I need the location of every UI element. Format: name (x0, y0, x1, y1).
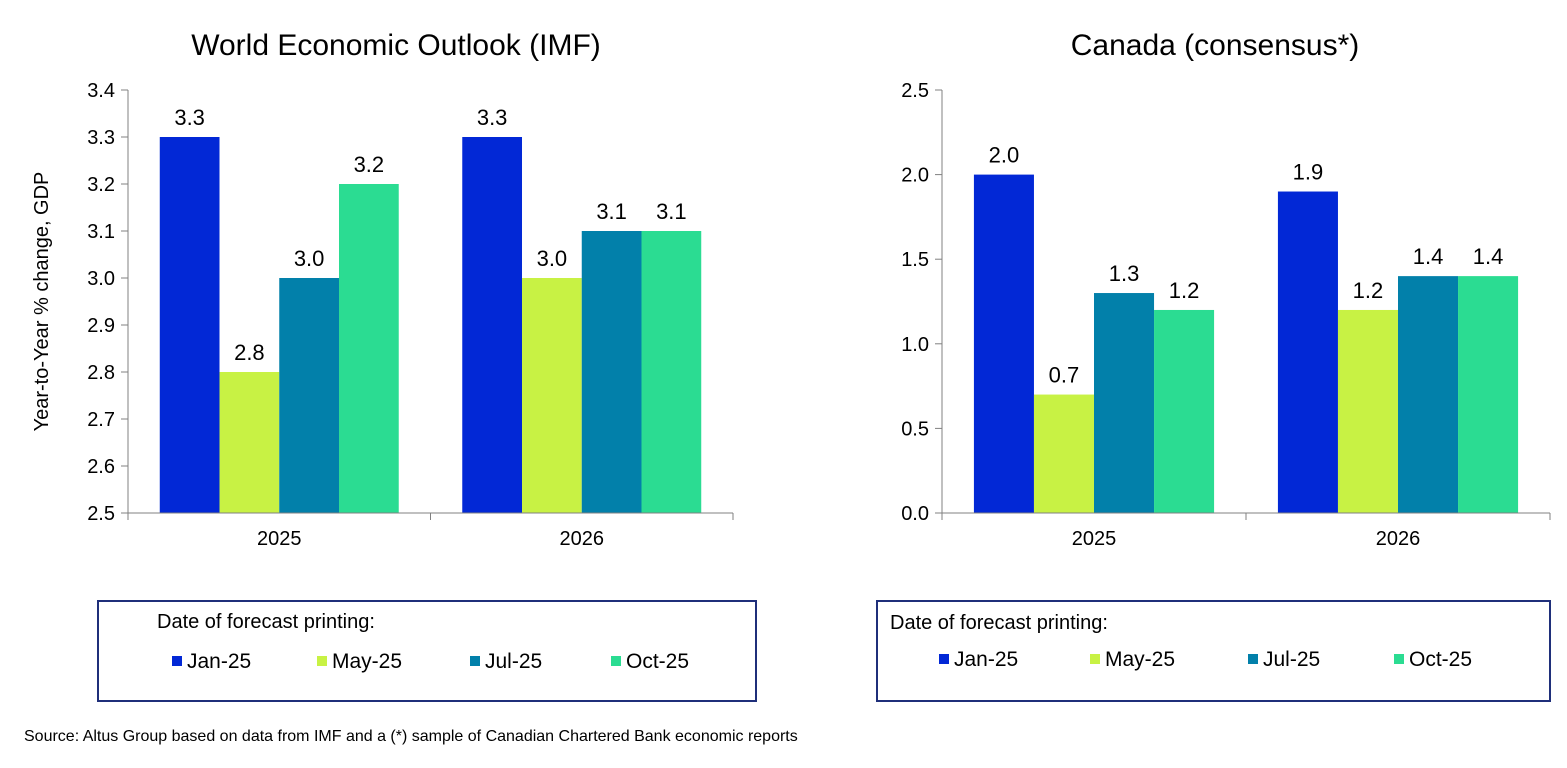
y-axis-label: Year-to-Year % change, GDP (31, 172, 53, 432)
data-label: 3.3 (477, 105, 508, 130)
legend-title: Date of forecast printing: (157, 611, 375, 633)
chart-1: World Economic Outlook (IMF) Year-to-Year… (31, 29, 757, 702)
data-label: 3.1 (656, 199, 687, 224)
y-tick-label: 3.4 (87, 80, 115, 102)
bar-jan-25-2026 (462, 137, 523, 513)
data-label: 3.0 (294, 246, 325, 271)
legend-box (876, 600, 1551, 702)
bar-may-25-2025 (1033, 394, 1094, 513)
y-tick-label: 1.0 (901, 334, 929, 356)
legend: Date of forecast printing: Jan-25 May-25 Ju… (876, 600, 1551, 702)
y-tick-label: 3.2 (87, 174, 115, 196)
legend-label-jul-25: Jul-25 (485, 650, 542, 673)
y-tick-label: 2.5 (87, 503, 115, 525)
bar-oct-25-2025 (1154, 309, 1215, 513)
data-label: 1.4 (1473, 244, 1504, 269)
legend-swatch-jan-25 (172, 656, 182, 666)
source-note: Source: Altus Group based on data from I… (24, 728, 798, 745)
chart-title: World Economic Outlook (IMF) (191, 29, 601, 62)
data-label: 1.9 (1293, 160, 1324, 185)
data-label: 1.2 (1353, 278, 1384, 303)
legend-title: Date of forecast printing: (890, 612, 1108, 634)
legend-label-jan-25: Jan-25 (954, 648, 1018, 671)
bar-may-25-2026 (522, 278, 582, 513)
y-tick-label: 2.7 (87, 409, 115, 431)
legend-swatch-jan-25 (939, 654, 949, 664)
data-label: 1.4 (1413, 244, 1444, 269)
legend-label-jan-25: Jan-25 (187, 650, 251, 673)
y-tick-label: 3.0 (87, 268, 115, 290)
legend-swatch-jul-25 (470, 656, 480, 666)
y-tick-label: 2.5 (901, 80, 929, 102)
legend-swatch-may-25 (317, 656, 327, 666)
charts-canvas: World Economic Outlook (IMF) Year-to-Year… (31, 29, 1551, 702)
bar-jul-25-2025 (1094, 293, 1155, 513)
y-tick-label: 0.5 (901, 418, 929, 440)
bar-oct-25-2026 (641, 231, 702, 513)
data-label: 1.2 (1169, 278, 1200, 303)
data-label: 3.0 (537, 246, 568, 271)
x-tick-label: 2025 (257, 528, 302, 550)
data-label: 2.8 (234, 340, 265, 365)
data-label: 3.3 (174, 105, 205, 130)
legend-label-may-25: May-25 (1105, 648, 1175, 671)
legend-box (97, 600, 757, 702)
x-tick-label: 2025 (1072, 528, 1117, 550)
legend-swatch-oct-25 (1394, 654, 1404, 664)
legend-swatch-oct-25 (611, 656, 621, 666)
bar-jan-25-2025 (159, 137, 220, 513)
chart-2: Canada (consensus*) 0.0 0.5 1.0 1.5 2.0 2.5 2.0… (876, 29, 1551, 702)
y-tick-label: 2.0 (901, 165, 929, 187)
legend: Date of forecast printing: Jan-25 May-25 Ju… (97, 600, 757, 702)
bar-jan-25-2025 (973, 174, 1034, 513)
legend-swatch-may-25 (1090, 654, 1100, 664)
legend-label-oct-25: Oct-25 (626, 650, 689, 673)
chart-title: Canada (consensus*) (1071, 29, 1360, 62)
x-tick-label: 2026 (560, 528, 605, 550)
y-tick-label: 2.8 (87, 362, 115, 384)
bar-oct-25-2026 (1458, 276, 1519, 513)
y-tick-label: 3.1 (87, 221, 115, 243)
y-tick-label: 1.5 (901, 249, 929, 271)
y-tick-label: 2.6 (87, 456, 115, 478)
data-label: 2.0 (989, 143, 1020, 168)
data-label: 0.7 (1049, 363, 1080, 388)
x-tick-label: 2026 (1376, 528, 1421, 550)
data-label: 1.3 (1109, 261, 1140, 286)
bar-jan-25-2026 (1277, 191, 1338, 513)
y-tick-label: 0.0 (901, 503, 929, 525)
legend-label-jul-25: Jul-25 (1263, 648, 1320, 671)
bar-may-25-2025 (219, 372, 280, 513)
y-tick-label: 2.9 (87, 315, 115, 337)
legend-swatch-jul-25 (1248, 654, 1258, 664)
y-tick-label: 3.3 (87, 127, 115, 149)
data-label: 3.1 (596, 199, 627, 224)
bar-oct-25-2025 (338, 184, 399, 513)
data-label: 3.2 (354, 152, 385, 177)
bar-jul-25-2026 (1398, 276, 1459, 513)
bar-jul-25-2025 (279, 278, 339, 513)
legend-label-oct-25: Oct-25 (1409, 648, 1472, 671)
legend-label-may-25: May-25 (332, 650, 402, 673)
bar-may-25-2026 (1337, 309, 1398, 513)
bar-jul-25-2026 (581, 231, 642, 513)
